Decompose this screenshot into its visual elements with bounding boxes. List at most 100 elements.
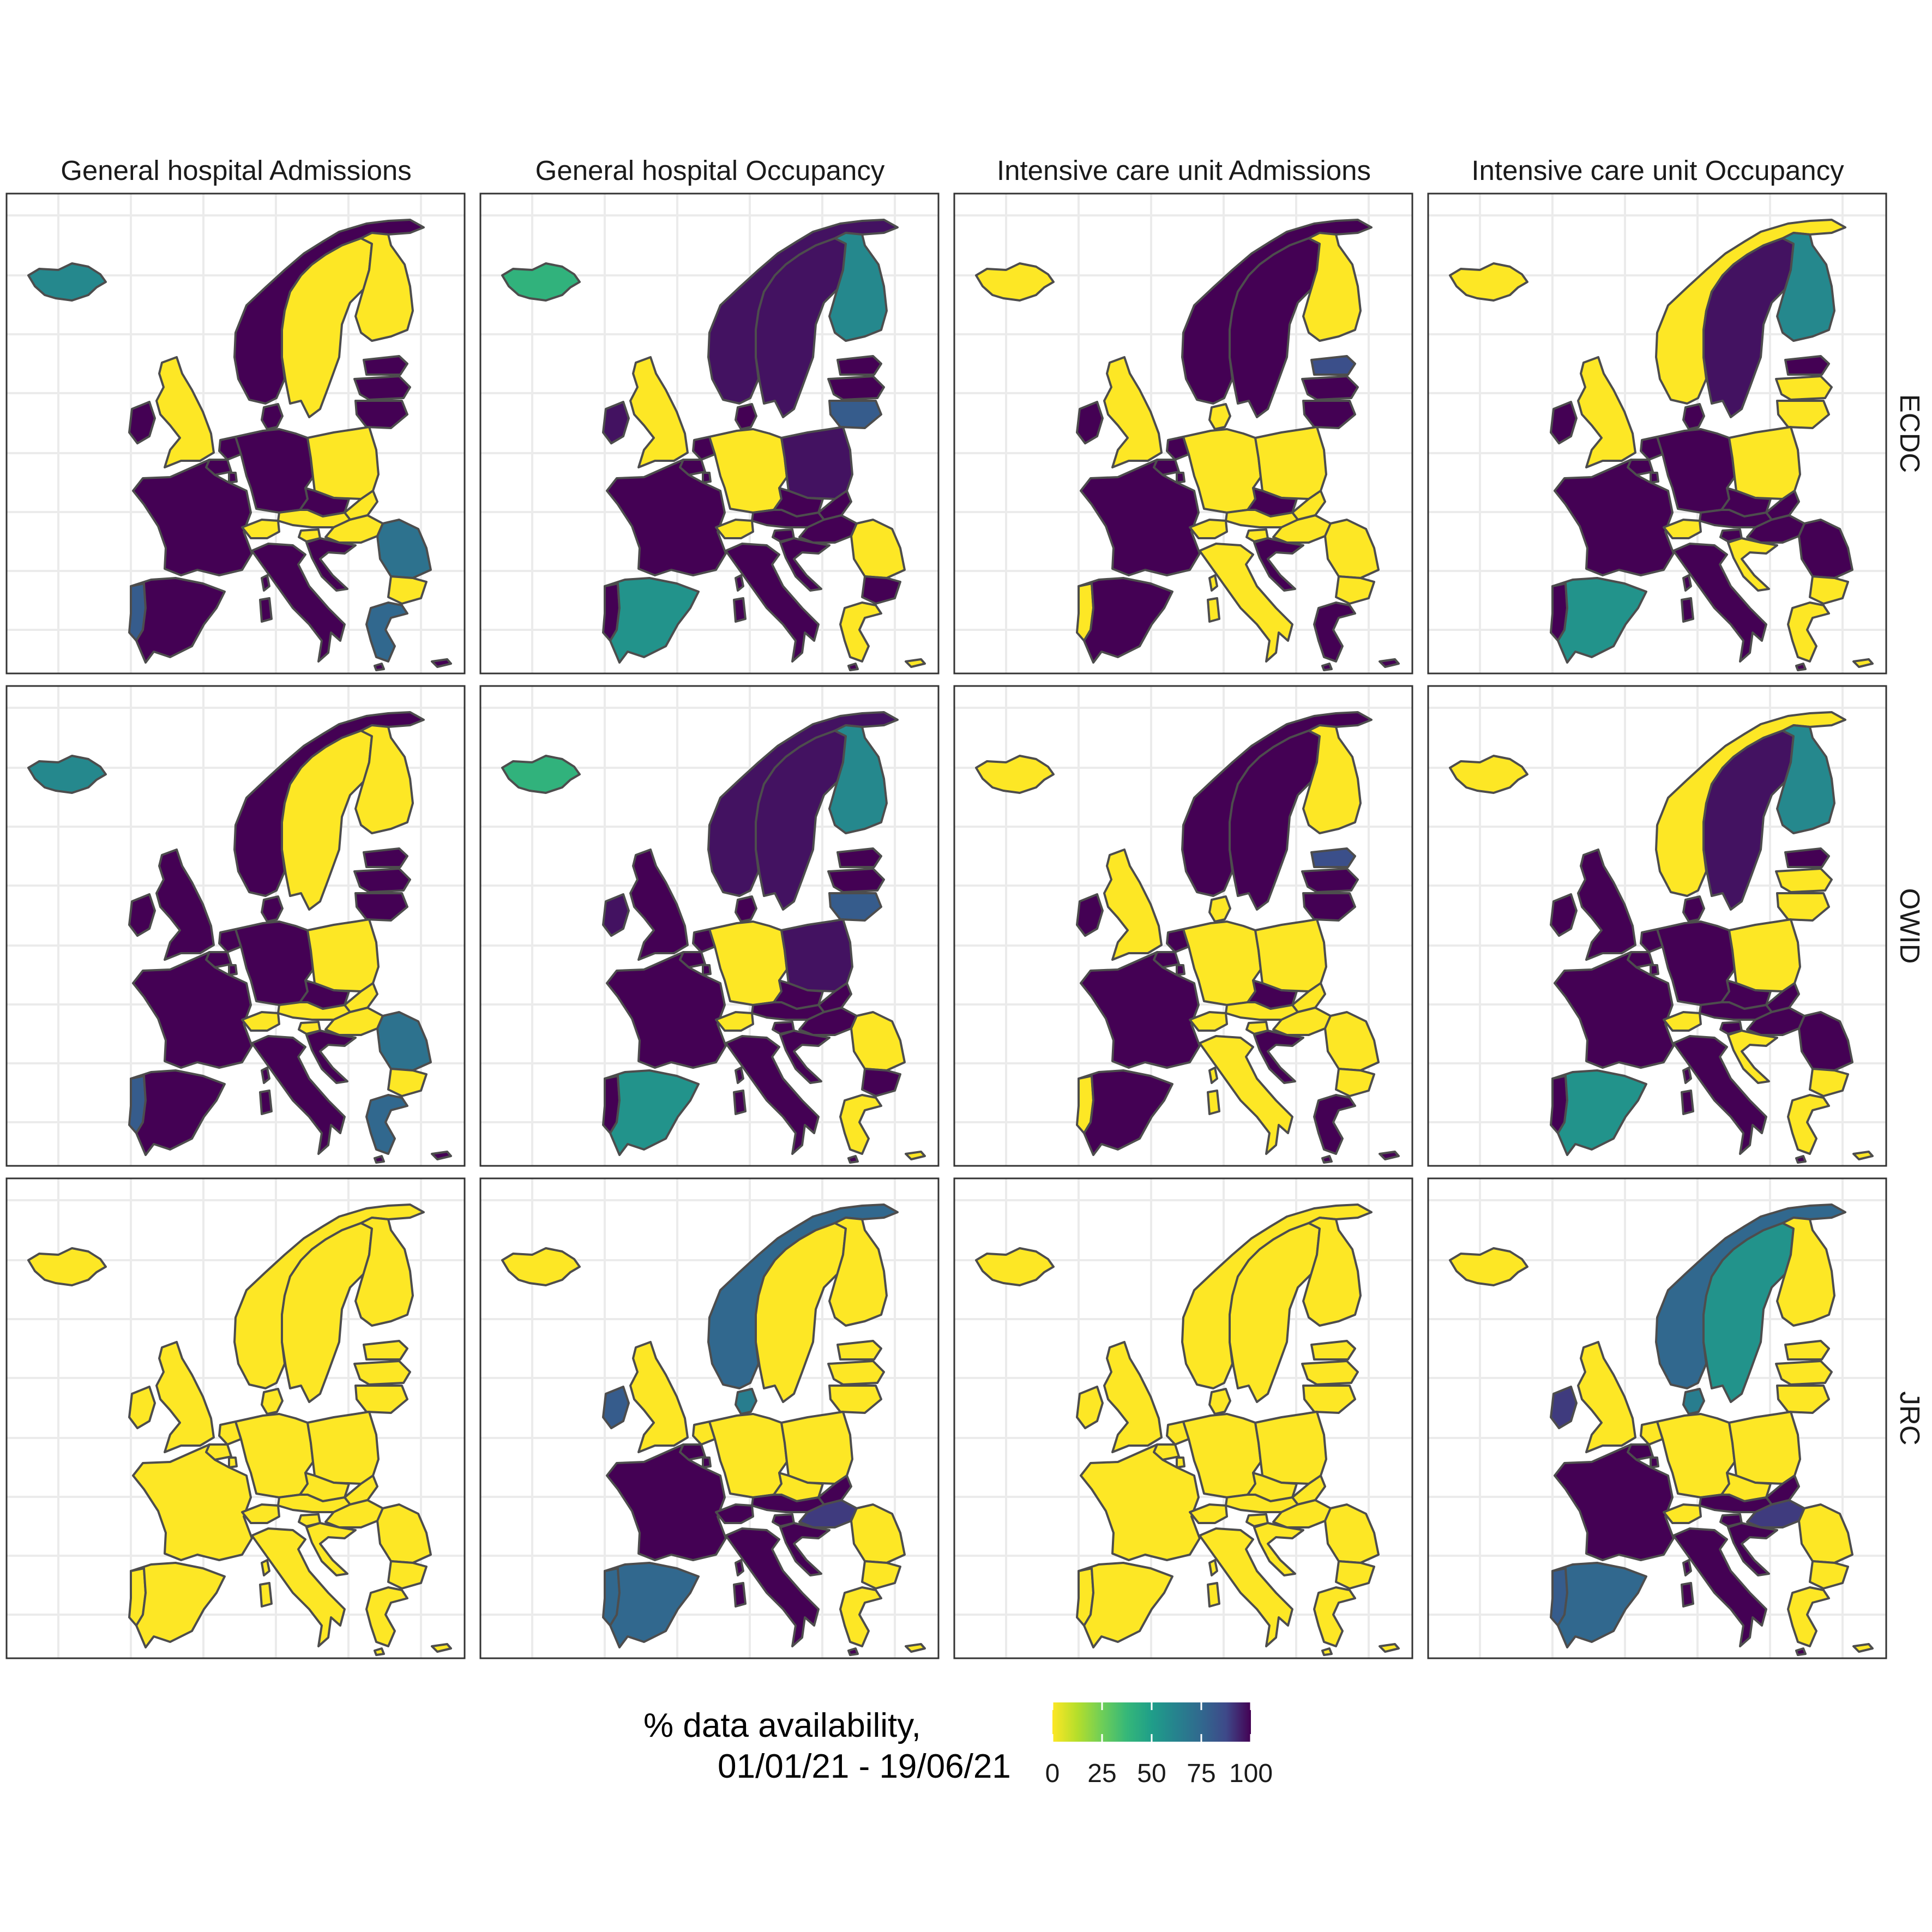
region-sardinia [1207, 1582, 1220, 1608]
region-corsica [735, 1067, 744, 1084]
region-ireland [602, 401, 630, 444]
region-finland [354, 724, 414, 834]
panel-border [5, 192, 466, 675]
region-croatia [305, 537, 357, 592]
region-estonia [1310, 847, 1356, 868]
panel-border [5, 1177, 466, 1659]
region-switzerland [1189, 1011, 1228, 1032]
region-sweden [1229, 1222, 1321, 1403]
legend-tick-label-25: 25 [1087, 1759, 1116, 1788]
region-croatia [1727, 1030, 1778, 1084]
region-switzerland [1663, 1011, 1702, 1032]
region-switzerland [241, 1011, 280, 1032]
region-france [606, 459, 727, 576]
panel-border [479, 1177, 940, 1659]
region-ireland [1550, 401, 1578, 444]
region-spain [1078, 1562, 1173, 1648]
map-panel-ecdc-intensive-care-unit-admissions [953, 192, 1413, 675]
region-greece [365, 1094, 408, 1155]
region-malta [1321, 1647, 1333, 1656]
region-luxembourg [1650, 964, 1659, 976]
region-switzerland [1189, 519, 1228, 539]
region-bulgaria [1809, 575, 1849, 605]
region-sweden [281, 730, 373, 911]
region-cyprus [1852, 658, 1874, 668]
region-sardinia [1681, 1090, 1694, 1115]
region-greece [365, 601, 408, 663]
region-poland [1728, 1411, 1801, 1485]
region-greece [365, 1586, 408, 1647]
legend: % data availability, 01/01/21 - 19/06/21… [643, 1702, 1273, 1788]
region-france [132, 951, 253, 1069]
region-spain [1551, 1069, 1647, 1156]
region-italy [251, 1527, 346, 1647]
region-uk [1577, 1341, 1636, 1453]
region-luxembourg [1176, 964, 1185, 976]
region-greece [1313, 1586, 1356, 1647]
region-poland [306, 1411, 380, 1485]
region-luxembourg [702, 964, 712, 976]
region-malta [847, 1155, 859, 1164]
region-bulgaria [387, 1560, 428, 1590]
region-cyprus [1852, 1643, 1874, 1653]
region-latvia [1301, 1360, 1359, 1386]
region-cyprus [1379, 658, 1400, 668]
region-ireland [128, 1386, 156, 1429]
region-luxembourg [1650, 1456, 1659, 1468]
region-denmark [735, 403, 757, 430]
region-croatia [1253, 537, 1304, 592]
panel-border [1427, 192, 1887, 675]
region-france [1554, 1443, 1675, 1561]
region-iceland [1449, 1247, 1528, 1286]
map-panel-owid-intensive-care-unit-occupancy [1427, 685, 1887, 1167]
region-bulgaria [1809, 1560, 1849, 1590]
region-finland [1302, 232, 1362, 342]
region-lithuania [828, 1385, 882, 1414]
region-netherlands [218, 436, 242, 461]
region-uk [1577, 848, 1636, 961]
region-poland [306, 426, 380, 500]
region-uk [1103, 356, 1163, 468]
region-malta [374, 1647, 385, 1656]
region-croatia [1253, 1522, 1304, 1576]
region-uk [1103, 1341, 1163, 1453]
region-sardinia [259, 1090, 273, 1115]
region-luxembourg [1176, 472, 1185, 484]
region-romania [376, 1503, 432, 1564]
region-netherlands [1640, 1421, 1664, 1446]
region-estonia [363, 355, 408, 376]
region-corsica [1208, 574, 1218, 592]
region-sweden [281, 237, 373, 418]
map-panel-ecdc-general-hospital-occupancy [479, 192, 940, 675]
region-italy [1199, 1527, 1293, 1647]
region-iceland [1449, 755, 1528, 794]
region-finland [354, 232, 414, 342]
region-sardinia [1207, 1090, 1220, 1115]
region-cyprus [431, 1643, 452, 1653]
region-cyprus [1852, 1151, 1874, 1160]
legend-title-line1: % data availability, [643, 1707, 921, 1744]
region-sweden [755, 730, 847, 911]
region-netherlands [1166, 1421, 1190, 1446]
region-greece [839, 1586, 882, 1647]
region-finland [1776, 232, 1835, 342]
region-luxembourg [702, 472, 712, 484]
region-sardinia [733, 597, 747, 623]
map-panel-jrc-general-hospital-admissions [5, 1177, 466, 1659]
region-netherlands [692, 1421, 716, 1446]
region-luxembourg [1176, 1456, 1185, 1468]
region-italy [1672, 1527, 1767, 1647]
region-lithuania [828, 400, 882, 429]
region-uk [629, 1341, 689, 1453]
region-romania [1798, 519, 1853, 579]
region-switzerland [1663, 519, 1702, 539]
region-iceland [975, 755, 1055, 794]
region-croatia [1727, 537, 1778, 592]
region-greece [1313, 1094, 1356, 1155]
region-lithuania [1776, 1385, 1830, 1414]
region-estonia [836, 355, 882, 376]
map-panel-jrc-general-hospital-occupancy [479, 1177, 940, 1659]
region-bulgaria [861, 1068, 901, 1097]
region-romania [1798, 1011, 1853, 1072]
region-france [132, 459, 253, 576]
